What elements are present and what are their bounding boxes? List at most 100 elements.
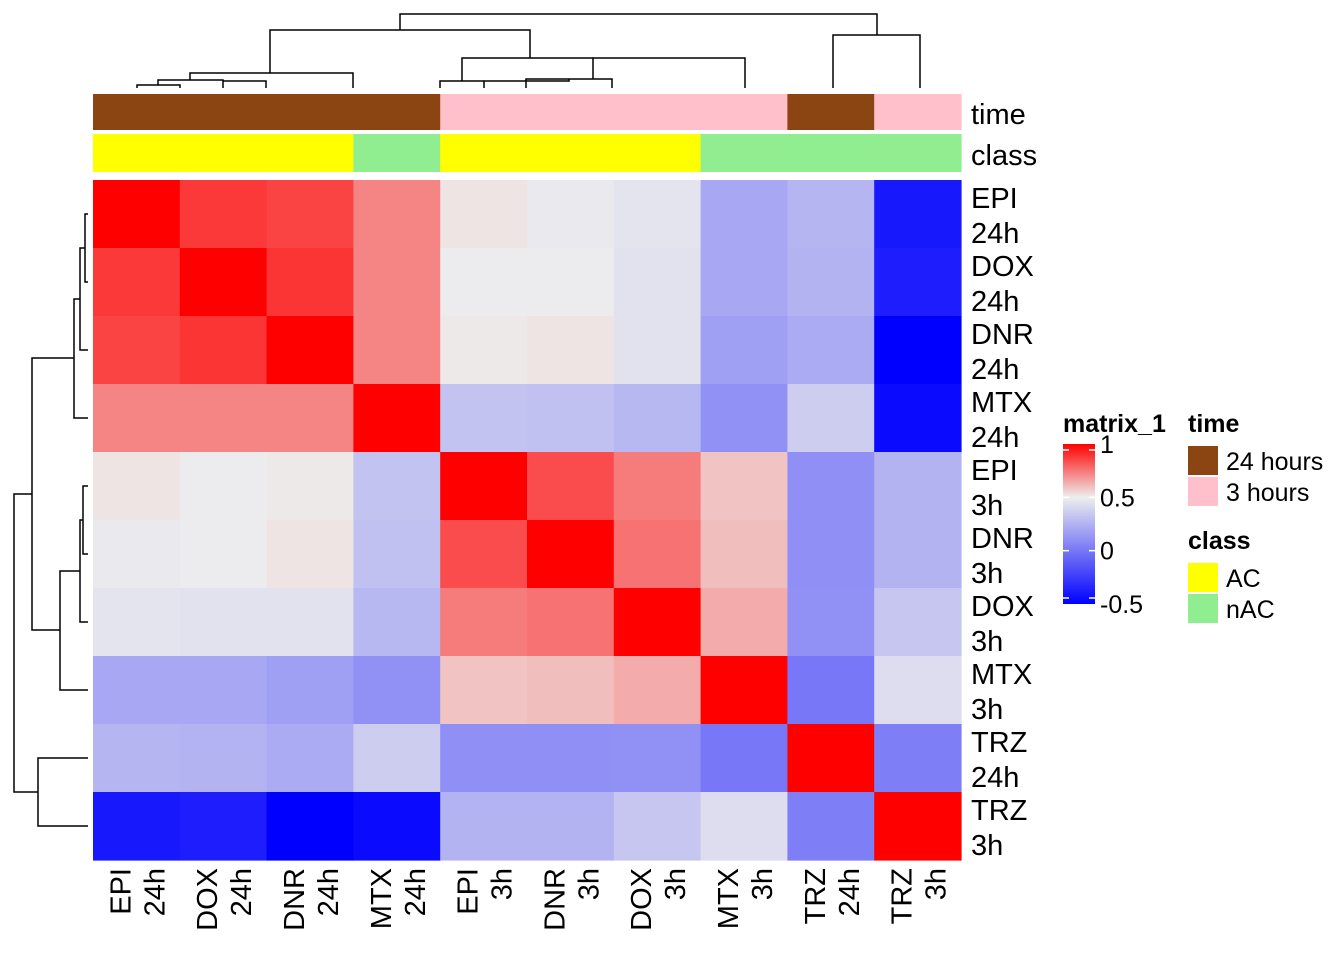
heatmap-cell [700,656,788,725]
column-label: DNR [279,868,311,931]
time-annotation-cell [700,94,788,130]
column-label: MTX [713,868,745,929]
heatmap-cell [353,452,441,521]
row-label-time: 3h [971,694,1003,726]
heatmap-cell [179,316,268,385]
column-label: DOX [626,868,658,931]
heatmap-cell [700,384,788,453]
heatmap-cell [527,384,615,453]
class-annotation-cell [93,134,181,172]
row-label: MTX [971,659,1032,691]
heatmap-cell [179,180,268,249]
heatmap-cell [700,520,788,589]
dendrogram-branch [222,80,267,88]
time-annotation-label: time [971,99,1026,131]
heatmap-cell [179,248,268,317]
class-annotation-label: class [971,140,1037,172]
heatmap-cell [440,656,528,725]
heatmap-cell [613,384,702,453]
row-label: DOX [971,251,1034,283]
dendrogram-branch [136,84,181,88]
dendrogram-branch [37,757,88,827]
legend-label: 3 hours [1226,479,1309,507]
column-label: DNR [539,868,571,931]
row-label: DNR [971,319,1034,351]
heatmap-cell [613,724,702,793]
dendrogram-branch [79,247,88,351]
dendrogram-branch [189,72,354,88]
column-label-time: 24h [400,868,432,916]
class-annotation-cell [874,134,962,172]
heatmap-cell [266,656,354,725]
heatmap-cells [93,180,962,861]
legend-title: class [1188,527,1251,555]
column-label-time: 3h [660,868,692,900]
time-annotation-cell [266,94,354,130]
heatmap-cell [787,452,875,521]
heatmap-cell [527,248,615,317]
row-label-time: 24h [971,422,1019,454]
heatmap-cell [527,316,615,385]
class-annotation-cell [440,134,528,172]
column-label: EPI [105,868,137,915]
row-label: EPI [971,183,1018,215]
heatmap-cell [440,180,528,249]
column-label-time: 24h [139,868,171,916]
color-tick-label: 0 [1100,538,1114,566]
class-annotation-cell [266,134,354,172]
column-label: TRZ [800,868,832,924]
heatmap-cell [874,792,962,861]
class-annotation-cell [613,134,702,172]
heatmap-cell [787,792,875,861]
heatmap-cell [440,248,528,317]
column-label: MTX [366,868,398,929]
row-dendrogram [13,213,88,827]
heatmap-cell [353,724,441,793]
class-annotation-cell [353,134,441,172]
heatmap-cell [874,180,962,249]
heatmap-cell [874,316,962,385]
column-label-time: 3h [921,868,953,900]
heatmap-cell [440,588,528,657]
heatmap-cell [440,724,528,793]
dendrogram-branch [483,79,570,88]
heatmap-cell [93,452,181,521]
time-annotation-cell [527,94,615,130]
legend-swatch [1188,446,1218,475]
heatmap-cell [874,384,962,453]
heatmap-cell [527,656,615,725]
heatmap-cell [787,248,875,317]
heatmap-cell [527,520,615,589]
class-annotation-cell [527,134,615,172]
heatmap-cell [353,656,441,725]
column-label-time: 3h [747,868,779,900]
dendrogram-branch [84,213,88,283]
legend-swatch [1188,477,1218,506]
heatmap-cell [353,316,441,385]
heatmap-cell [874,520,962,589]
row-label-time: 3h [971,626,1003,658]
heatmap-cell [266,316,354,385]
heatmap-cell [613,520,702,589]
heatmap-cell [787,180,875,249]
column-dendrogram [136,13,921,88]
heatmap-cell [613,316,702,385]
dendrogram-branch [73,298,88,419]
heatmap-cell [527,724,615,793]
heatmap-cell [700,248,788,317]
row-label: MTX [971,387,1032,419]
class-annotation-cell [787,134,875,172]
time-annotation-cell [93,94,181,130]
heatmap-cell [700,452,788,521]
heatmap-cell [93,316,181,385]
dendrogram-branch [439,80,484,88]
category-legends: time 24 hours 3 hours class AC nAC [1188,410,1323,624]
heatmap-cell [266,520,354,589]
heatmap-cell [440,520,528,589]
heatmap-cell [266,180,354,249]
heatmap-cell [266,588,354,657]
color-tick-label: 0.5 [1100,484,1135,512]
heatmap-cell [353,588,441,657]
heatmap-cell [700,316,788,385]
